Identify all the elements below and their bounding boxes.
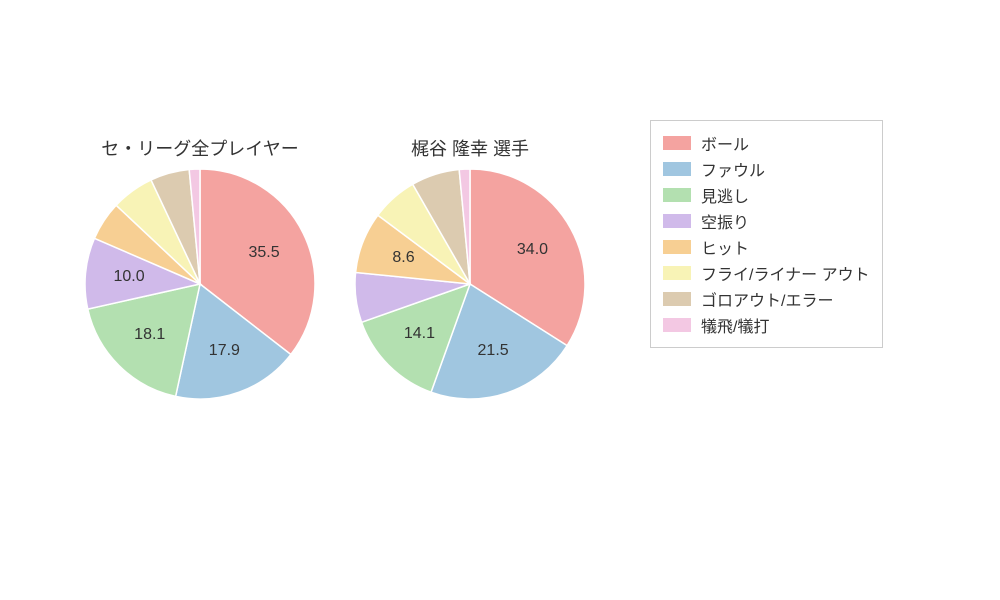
legend-label: フライ/ライナー アウト <box>701 261 870 285</box>
pie-chart-player-canvas: 34.0 21.5 14.1 8.6 <box>355 169 585 399</box>
legend-item: ヒット <box>663 235 870 259</box>
legend-swatch <box>663 266 691 280</box>
legend-swatch <box>663 214 691 228</box>
legend-swatch <box>663 162 691 176</box>
legend-item: ファウル <box>663 157 870 181</box>
pie-slice-label: 17.9 <box>209 342 240 360</box>
legend-swatch <box>663 240 691 254</box>
legend-swatch <box>663 318 691 332</box>
legend-label: ヒット <box>701 235 749 259</box>
pie-chart-league-title: セ・リーグ全プレイヤー <box>85 135 315 161</box>
chart-container: セ・リーグ全プレイヤー 35.5 17.9 18.1 10.0 梶谷 隆幸 選手 34… <box>0 0 1000 600</box>
legend-swatch <box>663 136 691 150</box>
pie-chart-league-canvas: 35.5 17.9 18.1 10.0 <box>85 169 315 399</box>
pie-slice-label: 8.6 <box>392 249 414 267</box>
legend-swatch <box>663 188 691 202</box>
pie-slice-label: 35.5 <box>248 244 279 262</box>
legend-label: 見逃し <box>701 183 749 207</box>
legend-item: 見逃し <box>663 183 870 207</box>
pie-slice-label: 34.0 <box>517 241 548 259</box>
legend-item: ゴロアウト/エラー <box>663 287 870 311</box>
legend-item: 犠飛/犠打 <box>663 313 870 337</box>
legend-label: 空振り <box>701 209 749 233</box>
pie-slice-label: 10.0 <box>113 268 144 286</box>
pie-slice-label: 14.1 <box>404 325 435 343</box>
legend-swatch <box>663 292 691 306</box>
legend-label: ファウル <box>701 157 765 181</box>
pie-chart-player-title: 梶谷 隆幸 選手 <box>355 135 585 161</box>
legend-item: 空振り <box>663 209 870 233</box>
legend-item: ボール <box>663 131 870 155</box>
pie-chart-league: セ・リーグ全プレイヤー 35.5 17.9 18.1 10.0 <box>85 135 315 404</box>
pie-slice-label: 21.5 <box>478 342 509 360</box>
legend-label: ゴロアウト/エラー <box>701 287 833 311</box>
pie-svg <box>355 169 585 399</box>
legend: ボールファウル見逃し空振りヒットフライ/ライナー アウトゴロアウト/エラー犠飛/… <box>650 120 883 348</box>
legend-item: フライ/ライナー アウト <box>663 261 870 285</box>
pie-slice-label: 18.1 <box>134 326 165 344</box>
pie-chart-player: 梶谷 隆幸 選手 34.0 21.5 14.1 8.6 <box>355 135 585 404</box>
legend-label: ボール <box>701 131 749 155</box>
legend-label: 犠飛/犠打 <box>701 313 769 337</box>
